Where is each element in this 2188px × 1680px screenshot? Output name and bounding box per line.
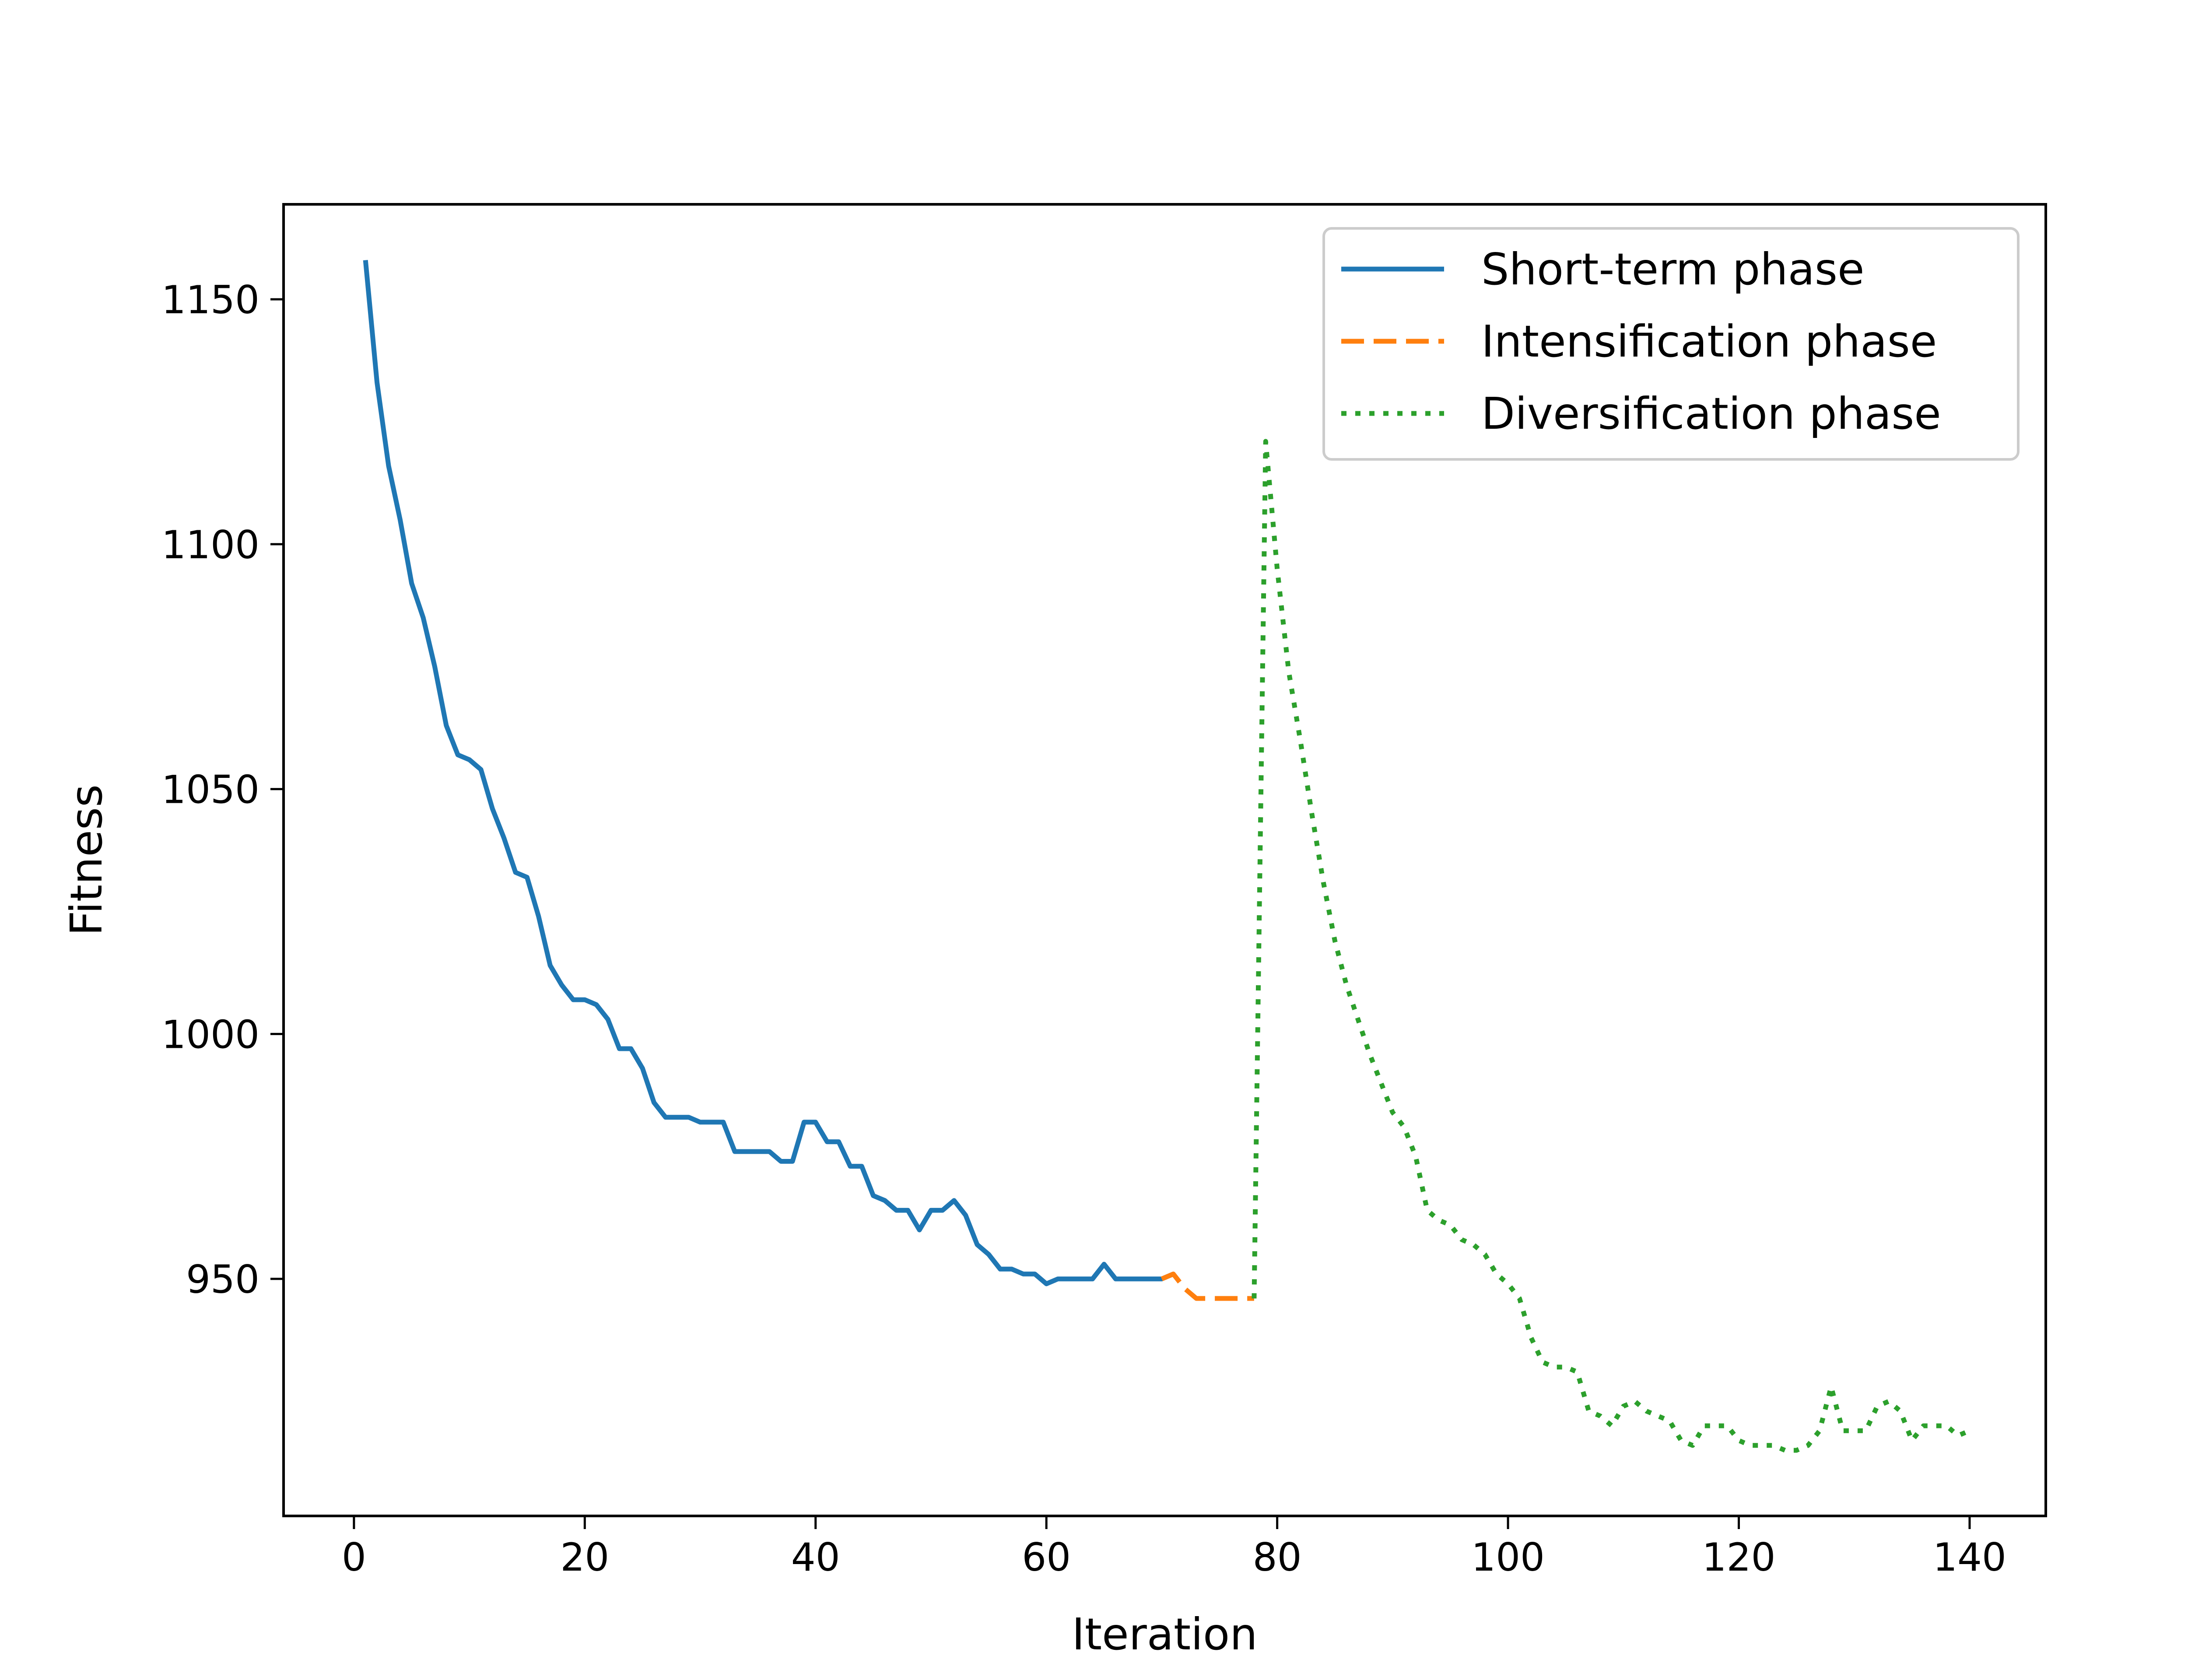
legend-box <box>1322 227 2020 461</box>
x-tick-label: 100 <box>1471 1535 1545 1580</box>
x-tick-label: 0 <box>342 1535 366 1580</box>
y-axis-label: Fitness <box>61 784 112 936</box>
x-tick-label: 40 <box>791 1535 840 1580</box>
x-tick-label: 80 <box>1253 1535 1302 1580</box>
y-tick-label: 1150 <box>161 277 259 322</box>
x-tick-label: 60 <box>1022 1535 1071 1580</box>
legend: Short-term phase Intensification phase Div… <box>1322 227 2020 461</box>
x-tick-label: 20 <box>560 1535 609 1580</box>
x-axis-label: Iteration <box>1072 1609 1257 1660</box>
axes-layer: 0 20 40 60 80 100 120 140 950 1000 1050 1100 1150 I… <box>61 203 2047 1660</box>
legend-label-1: Short-term phase <box>1481 244 1865 295</box>
y-tick-label: 1050 <box>161 767 259 812</box>
y-tick-label: 1100 <box>161 522 259 567</box>
series-line-2 <box>1161 1271 1254 1301</box>
legend-label-2: Intensification phase <box>1481 316 1937 367</box>
x-tick-label: 120 <box>1702 1535 1776 1580</box>
y-axis-ticks: 950 1000 1050 1100 1150 <box>161 277 284 1302</box>
series-layer <box>363 260 1971 1453</box>
x-axis-ticks: 0 20 40 60 80 100 120 140 <box>342 1516 2006 1580</box>
series-line-1 <box>363 260 1175 1286</box>
x-tick-label: 140 <box>1933 1535 2006 1580</box>
y-tick-label: 950 <box>186 1257 259 1302</box>
y-tick-label: 1000 <box>161 1012 259 1057</box>
legend-label-3: Diversification phase <box>1481 388 1941 439</box>
axes-frame <box>282 203 2047 1517</box>
